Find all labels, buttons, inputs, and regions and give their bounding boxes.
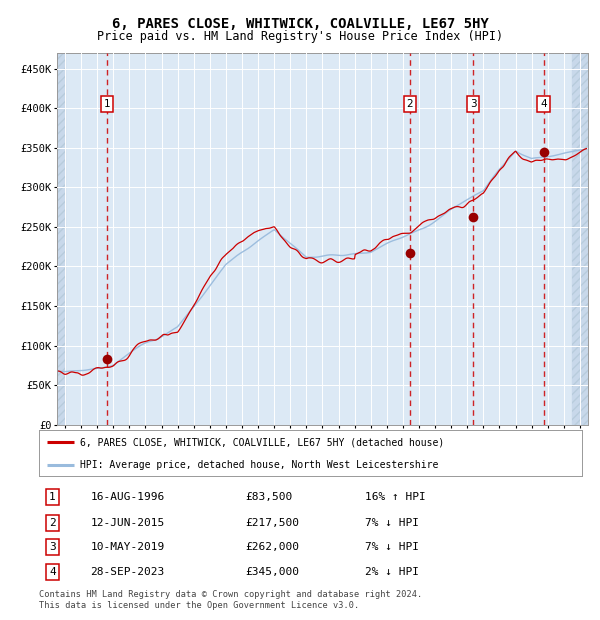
Text: 1: 1: [49, 492, 56, 502]
Bar: [572, 53, 588, 425]
Bar: [57, 53, 65, 425]
Bar: [572, 53, 588, 425]
Text: 7% ↓ HPI: 7% ↓ HPI: [365, 542, 419, 552]
Text: 4: 4: [540, 99, 547, 109]
Text: 2% ↓ HPI: 2% ↓ HPI: [365, 567, 419, 577]
Text: 7% ↓ HPI: 7% ↓ HPI: [365, 518, 419, 528]
Text: 10-MAY-2019: 10-MAY-2019: [91, 542, 165, 552]
Text: £217,500: £217,500: [245, 518, 299, 528]
Text: 28-SEP-2023: 28-SEP-2023: [91, 567, 165, 577]
Text: 6, PARES CLOSE, WHITWICK, COALVILLE, LE67 5HY: 6, PARES CLOSE, WHITWICK, COALVILLE, LE6…: [112, 17, 488, 32]
Text: 2: 2: [49, 518, 56, 528]
Text: Contains HM Land Registry data © Crown copyright and database right 2024.: Contains HM Land Registry data © Crown c…: [39, 590, 422, 600]
Text: £83,500: £83,500: [245, 492, 293, 502]
Text: £345,000: £345,000: [245, 567, 299, 577]
Text: 16% ↑ HPI: 16% ↑ HPI: [365, 492, 425, 502]
Bar: [57, 53, 65, 425]
Text: £262,000: £262,000: [245, 542, 299, 552]
Text: 2: 2: [407, 99, 413, 109]
Text: 3: 3: [49, 542, 56, 552]
Text: 4: 4: [49, 567, 56, 577]
Text: Price paid vs. HM Land Registry's House Price Index (HPI): Price paid vs. HM Land Registry's House …: [97, 30, 503, 43]
Text: 3: 3: [470, 99, 476, 109]
Text: 16-AUG-1996: 16-AUG-1996: [91, 492, 165, 502]
Text: 12-JUN-2015: 12-JUN-2015: [91, 518, 165, 528]
Text: HPI: Average price, detached house, North West Leicestershire: HPI: Average price, detached house, Nort…: [80, 459, 438, 469]
Text: This data is licensed under the Open Government Licence v3.0.: This data is licensed under the Open Gov…: [39, 601, 359, 611]
Text: 6, PARES CLOSE, WHITWICK, COALVILLE, LE67 5HY (detached house): 6, PARES CLOSE, WHITWICK, COALVILLE, LE6…: [80, 437, 444, 447]
Text: 1: 1: [104, 99, 110, 109]
